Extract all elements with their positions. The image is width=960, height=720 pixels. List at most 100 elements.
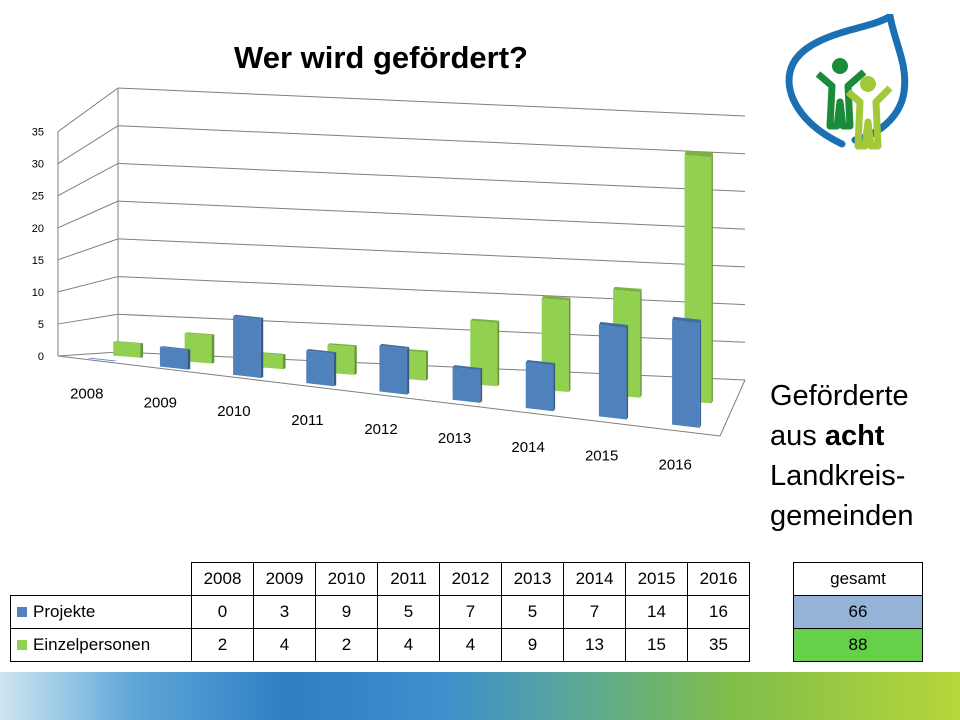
table-cell: 4 [377,628,440,662]
x-tick-label: 2009 [144,394,177,411]
table-row-projekte: Projekte 0 3 9 5 7 5 7 14 16 [10,595,750,629]
bar-einzelpersonen-top [256,351,286,356]
table-cell: 9 [501,628,564,662]
bar-einzelpersonen-top [613,286,642,293]
side-caption-line1: Geförderte [770,380,909,412]
x-tick-label: 2011 [291,412,323,429]
bar-projekte [672,316,702,428]
table-header-cell: 2010 [315,562,378,596]
x-tick-label: 2012 [364,421,397,438]
y-tick-label: 0 [38,351,44,363]
table-cell: 15 [625,628,688,662]
table-row-einzelpersonen: Einzelpersonen 2 4 2 4 4 9 13 15 35 [10,628,750,662]
bar-einzelpersonen [113,341,144,358]
bar-projekte-front [306,350,334,387]
table-cell: 16 [687,595,750,629]
gridline-side [57,238,119,261]
gridline-side [57,87,119,133]
table-cell: 3 [253,595,316,629]
side-caption-aus: aus [770,420,825,452]
bar-projekte-side [187,349,191,370]
data-table: 2008 2009 2010 2011 2012 2013 2014 2015 … [10,562,750,662]
legend-key-einzelpersonen [17,640,27,650]
gridline-side [57,351,119,357]
y-tick-label: 15 [32,255,44,267]
side-caption-line3: Landkreis- [770,460,906,492]
gridline [117,87,746,117]
table-header-cell: 2009 [253,562,316,596]
bar-projekte [452,365,483,403]
legend-key-projekte [17,607,27,617]
y-tick-label: 10 [32,287,44,299]
table-cell: 35 [687,628,750,662]
legend-projekte: Projekte [10,595,192,629]
side-caption: Geförderte aus acht Landkreis- gemeinden [770,376,914,536]
side-caption-line4: gemeinden [770,500,914,532]
bar-einzelpersonen-side [354,345,357,375]
floor-right-edge [719,379,746,437]
bar-projekte-top [379,343,410,349]
totals-header: gesamt [793,562,923,596]
bar-projekte-top [672,316,702,324]
legend-einzelpersonen: Einzelpersonen [10,628,192,662]
gridline [117,125,746,155]
bar-projekte-front [598,325,627,420]
bar-projekte-front [525,362,554,412]
bar-einzelpersonen-top [684,150,713,158]
bar-einzelpersonen-side [711,152,713,404]
bar-einzelpersonen-side [211,334,215,364]
x-axis-ticks: 2008 2009 2010 2011 2012 2013 2014 2015 2016 [70,385,692,473]
y-tick-label: 20 [32,223,44,235]
bar-projekte-top [452,365,483,371]
bar-projekte-front [233,316,261,378]
y-tick-label: 30 [32,159,44,171]
side-caption-acht: acht [824,420,885,452]
table-header-cell: 2014 [563,562,626,596]
table-cell: 4 [439,628,502,662]
table-cell: 4 [253,628,316,662]
floor-front-edge [57,355,721,437]
table-cell: 0 [191,595,254,629]
bar-projekte-side [553,362,556,412]
chart-title: Wer wird gefördert? [234,40,528,75]
x-tick-label: 2015 [585,448,618,465]
bar-projekte-side [626,324,629,420]
bar-projekte-side [480,368,483,403]
chart-grid [57,87,746,437]
bar-einzelpersonen-top [541,295,571,301]
bar-einzelpersonen-top [113,341,144,344]
gridline-side [57,313,119,325]
bar-projekte [159,346,191,370]
bar-einzelpersonen-front [113,341,141,358]
chart-bars [87,150,713,428]
bar-projekte-front [452,367,481,403]
table-cell: 7 [563,595,626,629]
bar-projekte-front [672,320,700,428]
gridline-side [57,276,119,293]
table-cell: 14 [625,595,688,629]
table-header-cell: 2013 [501,562,564,596]
x-tick-label: 2016 [659,457,692,474]
bar-einzelpersonen-top [470,318,500,323]
totals-einzelpersonen: 88 [793,628,923,662]
table-cell: 2 [191,628,254,662]
bar-einzelpersonen-side [640,288,642,398]
y-axis-ticks: 0 5 10 15 20 25 30 35 [32,127,44,363]
bar-einzelpersonen-side [283,353,286,370]
y-tick-label: 25 [32,191,44,203]
table-corner [10,562,192,596]
bar-projekte-side [407,346,410,395]
gridline-side [57,162,119,197]
bar-projekte [233,314,264,378]
logo-icon [785,14,909,150]
bar-projekte [306,349,337,387]
bar-projekte [525,359,556,412]
bar-einzelpersonen-side [140,343,144,358]
gridline-side [57,125,119,165]
table-header-cell: 2012 [439,562,502,596]
table-cell: 13 [563,628,626,662]
bar-einzelpersonen-side [568,297,571,393]
bar-projekte [598,321,629,420]
bar-einzelpersonen-side [497,320,500,387]
x-tick-label: 2013 [438,430,471,447]
